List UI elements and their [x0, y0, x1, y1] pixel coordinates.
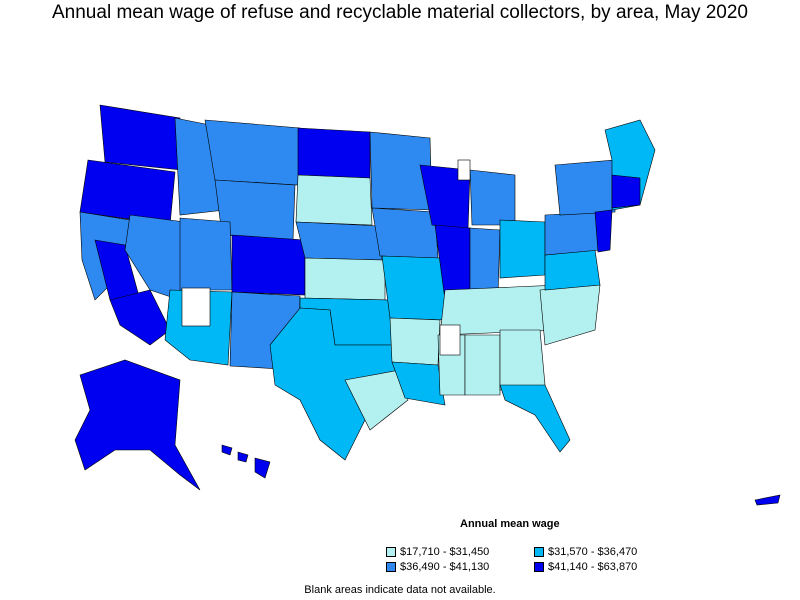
region-carolinas[interactable]: [539, 284, 601, 346]
region-north-dakota[interactable]: [297, 127, 371, 179]
legend-item-tier3: $36,490 - $41,130: [386, 561, 489, 573]
region-florida[interactable]: [499, 384, 571, 453]
region-blank-tn: [439, 324, 461, 356]
region-blank-nm: [181, 287, 211, 327]
region-montana[interactable]: [204, 119, 301, 186]
region-utah[interactable]: [179, 217, 233, 291]
region-louisiana[interactable]: [391, 361, 446, 406]
region-nebraska[interactable]: [295, 221, 383, 261]
region-new-jersey-mid-atlantic[interactable]: [594, 209, 613, 253]
region-alaska[interactable]: [74, 359, 201, 491]
region-blank-mi: [457, 159, 471, 181]
region-arkansas[interactable]: [389, 317, 441, 366]
region-south-dakota[interactable]: [295, 174, 373, 226]
legend-swatch-tier2: [534, 547, 544, 557]
region-new-york[interactable]: [554, 159, 616, 216]
region-washington[interactable]: [99, 104, 183, 171]
map-title: Annual mean wage of refuse and recyclabl…: [52, 2, 748, 23]
legend-title: Annual mean wage: [460, 518, 560, 530]
region-virginia[interactable]: [544, 249, 601, 291]
region-s-california[interactable]: [109, 289, 171, 346]
blank-areas-note: Blank areas indicate data not available.: [304, 584, 496, 596]
region-ohio[interactable]: [499, 219, 546, 279]
region-indiana[interactable]: [469, 227, 501, 296]
region-kansas[interactable]: [304, 257, 386, 301]
legend-label-tier3: $36,490 - $41,130: [400, 561, 490, 573]
region-southern-new-england[interactable]: [611, 174, 641, 209]
region-alabama[interactable]: [464, 334, 501, 396]
legend-label-tier4: $41,140 - $63,870: [548, 561, 638, 573]
region-missouri[interactable]: [381, 255, 449, 321]
region-georgia[interactable]: [499, 329, 546, 391]
region-texas-east[interactable]: [344, 369, 409, 431]
region-pennsylvania[interactable]: [544, 211, 601, 256]
region-iowa[interactable]: [371, 207, 439, 259]
legend-label-tier2: $31,570 - $36,470: [548, 546, 638, 558]
legend-swatch-tier3: [386, 562, 396, 572]
legend-item-tier1: $17,710 - $31,450: [386, 546, 489, 558]
region-colorado[interactable]: [231, 234, 306, 296]
legend-label-tier1: $17,710 - $31,450: [400, 546, 490, 558]
legend-swatch-tier4: [534, 562, 544, 572]
region-hawaii[interactable]: [221, 444, 271, 479]
region-michigan[interactable]: [469, 169, 516, 226]
legend-item-tier2: $31,570 - $36,470: [534, 546, 637, 558]
legend-item-tier4: $41,140 - $63,870: [534, 561, 637, 573]
legend-swatch-tier1: [386, 547, 396, 557]
region-nevada[interactable]: [124, 214, 186, 301]
region-puerto-rico[interactable]: [754, 494, 781, 506]
